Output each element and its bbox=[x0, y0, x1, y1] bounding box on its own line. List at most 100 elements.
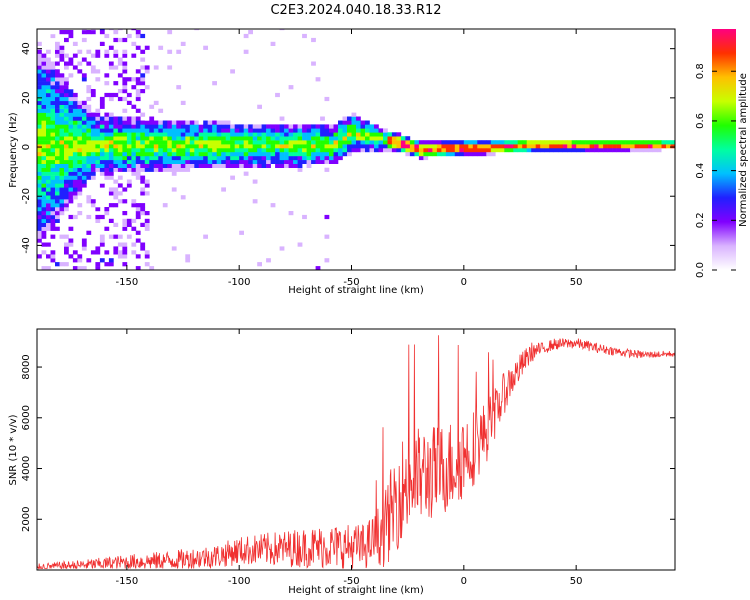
spectrogram-cell bbox=[409, 152, 415, 157]
spectrogram-cell bbox=[37, 207, 42, 212]
spectrogram-cell bbox=[203, 140, 208, 145]
spectrogram-cell bbox=[135, 167, 141, 172]
spectrogram-cell bbox=[122, 262, 128, 267]
spectrogram-cell bbox=[162, 124, 168, 129]
spectrogram-cell bbox=[131, 124, 137, 129]
spectrogram-cell bbox=[657, 148, 662, 153]
spectrogram-cell bbox=[149, 266, 155, 270]
spectrogram-cell bbox=[234, 140, 240, 145]
spectrogram-cell bbox=[621, 148, 626, 153]
spectrogram-cell bbox=[198, 163, 204, 168]
spectrogram-cell bbox=[396, 132, 402, 137]
spectrogram-cell bbox=[306, 128, 312, 133]
spectrogram-cell bbox=[369, 144, 375, 149]
spectrogram-cell bbox=[117, 191, 123, 196]
spectrogram-y-tick-label: -20 bbox=[21, 188, 32, 204]
spectrogram-cell bbox=[185, 155, 191, 161]
spectrogram-cell bbox=[59, 96, 65, 102]
spectrogram-cell bbox=[607, 140, 613, 145]
spectrogram-cell bbox=[59, 73, 65, 78]
spectrogram-cell bbox=[454, 148, 460, 153]
spectrogram-cell bbox=[95, 159, 101, 164]
spectrogram-cell bbox=[68, 124, 74, 129]
spectrogram-cell bbox=[50, 92, 56, 98]
snr-x-tick-label: -150 bbox=[116, 576, 139, 587]
spectrogram-cell bbox=[567, 144, 572, 149]
spectrogram-cell bbox=[55, 104, 60, 109]
spectrogram-cell bbox=[270, 41, 276, 46]
spectrogram-cell bbox=[72, 171, 78, 176]
spectrogram-cell bbox=[55, 53, 60, 58]
spectrogram-cell bbox=[108, 234, 114, 239]
spectrogram-cell bbox=[266, 132, 271, 137]
spectrogram-cell bbox=[540, 148, 545, 153]
spectrogram-cell bbox=[275, 132, 280, 137]
spectrogram-cell bbox=[378, 136, 384, 141]
spectrogram-cell bbox=[126, 167, 132, 172]
spectrogram-cell bbox=[171, 128, 177, 133]
spectrogram-cell bbox=[472, 140, 478, 145]
spectrogram-cell bbox=[585, 144, 590, 149]
spectrogram-cell bbox=[140, 77, 146, 82]
spectrogram-cell bbox=[117, 152, 123, 157]
spectrogram-cell bbox=[59, 104, 65, 109]
spectrogram-cell bbox=[266, 163, 271, 168]
spectrogram-cell bbox=[46, 171, 51, 176]
spectrogram-cell bbox=[122, 148, 128, 153]
spectrogram-cell bbox=[351, 140, 357, 145]
spectrogram-cell bbox=[41, 163, 47, 168]
spectrogram-cell bbox=[194, 163, 200, 168]
spectrogram-cell bbox=[72, 258, 78, 263]
spectrogram-cell bbox=[324, 152, 330, 157]
spectrogram-cell bbox=[86, 214, 92, 220]
spectrogram-cell bbox=[194, 124, 200, 129]
spectrogram-cell bbox=[135, 136, 141, 141]
spectrogram-cell bbox=[41, 69, 47, 74]
spectrogram-cell bbox=[46, 226, 51, 231]
spectrogram-cell bbox=[257, 104, 262, 109]
spectrogram-cell bbox=[324, 136, 330, 141]
spectrogram-cell bbox=[180, 132, 186, 137]
spectrogram-cell bbox=[99, 258, 105, 263]
spectrogram-cell bbox=[495, 140, 501, 145]
spectrogram-cell bbox=[37, 179, 42, 184]
spectrogram-cell bbox=[41, 96, 47, 102]
spectrogram-cell bbox=[261, 159, 267, 164]
spectrogram-cell bbox=[59, 53, 65, 58]
spectrogram-cell bbox=[122, 222, 128, 227]
spectrogram-cell bbox=[306, 155, 312, 161]
spectrogram-cell bbox=[108, 163, 114, 168]
spectrogram-cell bbox=[117, 199, 123, 204]
spectrogram-cell bbox=[131, 226, 137, 231]
spectrogram-cell bbox=[41, 218, 47, 223]
snr-x-tick-label: -50 bbox=[343, 576, 359, 587]
spectrogram-cell bbox=[55, 92, 60, 98]
spectrogram-cell bbox=[284, 124, 289, 129]
spectrogram-cell bbox=[580, 148, 586, 153]
spectrogram-cell bbox=[37, 214, 42, 220]
spectrogram-cell bbox=[46, 116, 51, 121]
spectrogram-cell bbox=[248, 144, 253, 149]
spectrogram-cell bbox=[77, 100, 83, 105]
spectrogram-cell bbox=[320, 140, 325, 145]
spectrogram-cell bbox=[329, 124, 334, 129]
spectrogram-cell bbox=[46, 128, 51, 133]
spectrogram-cell bbox=[171, 132, 177, 137]
spectrogram-cell bbox=[64, 136, 69, 141]
spectrogram-cell bbox=[81, 29, 87, 31]
spectrogram-cell bbox=[64, 175, 69, 180]
spectrogram-cell bbox=[423, 152, 429, 157]
spectrogram-cell bbox=[59, 89, 65, 94]
spectrogram-cell bbox=[55, 49, 60, 54]
spectrogram-cell bbox=[140, 191, 146, 196]
spectrogram-cell bbox=[180, 124, 186, 129]
spectrogram-cell bbox=[603, 144, 608, 149]
spectrogram-cell bbox=[50, 124, 56, 129]
spectrogram-cell bbox=[144, 45, 150, 50]
spectrogram-cell bbox=[113, 234, 119, 239]
spectrogram-cell bbox=[64, 148, 69, 153]
spectrogram-cell bbox=[288, 132, 294, 137]
spectrogram-cell bbox=[81, 124, 87, 129]
spectrogram-cell bbox=[46, 85, 51, 90]
spectrogram-cell bbox=[99, 167, 105, 172]
